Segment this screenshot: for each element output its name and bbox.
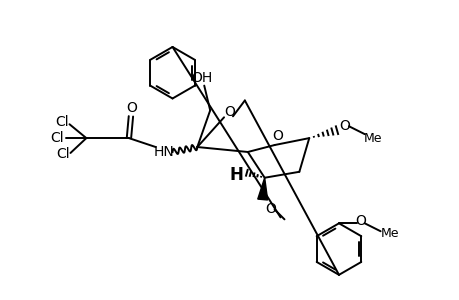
Text: O: O	[264, 202, 275, 216]
Text: O: O	[272, 129, 282, 143]
Text: Cl: Cl	[50, 131, 63, 145]
Text: O: O	[224, 105, 235, 119]
Text: H: H	[230, 166, 243, 184]
Text: HN: HN	[153, 145, 174, 159]
Polygon shape	[257, 178, 267, 200]
Text: Me: Me	[363, 132, 381, 145]
Text: OH: OH	[191, 71, 213, 85]
Text: Cl: Cl	[55, 115, 68, 129]
Text: O: O	[354, 214, 365, 228]
Text: Cl: Cl	[56, 147, 70, 161]
Text: O: O	[339, 119, 350, 133]
Text: Me: Me	[380, 227, 398, 240]
Text: O: O	[126, 101, 137, 116]
